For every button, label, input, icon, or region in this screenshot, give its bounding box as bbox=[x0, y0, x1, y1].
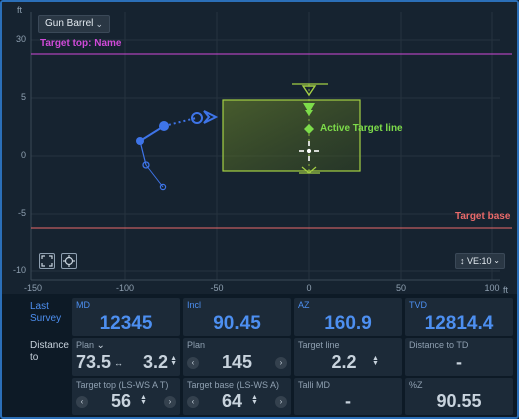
x-tick-label: -100 bbox=[115, 283, 134, 293]
chevron-down-icon: ⌄ bbox=[95, 19, 103, 29]
target-top-label: Target top: Name bbox=[40, 38, 122, 49]
fit-view-button[interactable] bbox=[39, 253, 55, 269]
plan-cell: Plan ‹ 145 › bbox=[183, 338, 291, 376]
incl-value: 90.45 bbox=[213, 313, 261, 334]
y-tick-label: -5 bbox=[17, 208, 26, 218]
talli-md-value: - bbox=[345, 391, 351, 411]
target-base-label: Target base bbox=[455, 211, 511, 222]
view-mode-select[interactable]: Gun Barrel ⌄ bbox=[38, 15, 110, 33]
last-survey-label-line1: Last bbox=[30, 301, 49, 312]
decrement-button[interactable]: ‹ bbox=[187, 396, 199, 408]
talli-md-cell: Talli MD - bbox=[294, 378, 402, 415]
target-top-field-label: Target top (LS-WS A T) bbox=[76, 380, 169, 390]
distance-to-td-cell: Distance to TD - bbox=[405, 338, 513, 376]
distance-label-line2: to bbox=[30, 352, 39, 363]
target-icon bbox=[63, 255, 75, 267]
plan-offset-value-b: 3.2 bbox=[142, 352, 168, 372]
target-line-cell: Target line 2.2 ▲ ▼ bbox=[294, 338, 402, 376]
center-view-button[interactable] bbox=[61, 253, 77, 269]
plan-label: Plan ⌄ bbox=[76, 340, 105, 351]
view-mode-value: Gun Barrel bbox=[45, 18, 94, 29]
updown-arrows-icon[interactable]: ▲ ▼ bbox=[372, 355, 379, 367]
y-tick-label: 5 bbox=[20, 92, 26, 102]
ve-value: VE:10 bbox=[467, 256, 492, 266]
target-base-field-label: Target base (LS-WS A) bbox=[187, 380, 280, 390]
plot-canvas bbox=[30, 12, 512, 281]
plan-offset-value-a: 73.5 bbox=[76, 352, 112, 372]
y-tick-label: 0 bbox=[20, 150, 26, 160]
gun-barrel-plot[interactable]: ft ft 30 5 0 -5 -10 -150 -100 -50 0 50 1… bbox=[2, 2, 517, 295]
target-base-marker bbox=[301, 166, 317, 174]
increment-button[interactable]: › bbox=[164, 396, 176, 408]
y-tick-label: 30 bbox=[15, 34, 26, 44]
updown-arrows-icon[interactable]: ▲ ▼ bbox=[170, 355, 177, 367]
increment-button[interactable]: › bbox=[275, 396, 287, 408]
md-cell: MD 12345 bbox=[72, 298, 180, 336]
distance-to-td-label: Distance to TD bbox=[409, 340, 469, 350]
last-survey-row-label: Last Survey bbox=[30, 301, 61, 325]
pct-z-value: 90.55 bbox=[436, 391, 482, 411]
active-target-marker bbox=[304, 124, 314, 134]
distance-to-td-value: - bbox=[456, 352, 462, 372]
target-base-value: 64 bbox=[221, 391, 243, 411]
plan2-label: Plan bbox=[187, 340, 206, 350]
incl-label: Incl bbox=[187, 300, 202, 310]
y-tick-label: -10 bbox=[12, 265, 26, 275]
decrement-button[interactable]: ‹ bbox=[76, 396, 88, 408]
distance-label-line1: Distance bbox=[30, 340, 69, 351]
chevron-down-icon: ⌄ bbox=[493, 256, 500, 265]
active-target-label: Active Target line bbox=[320, 123, 403, 134]
tvd-cell: TVD 12814.4 bbox=[405, 298, 513, 336]
fit-view-icon bbox=[41, 255, 53, 267]
tvd-value: 12814.4 bbox=[424, 313, 494, 334]
x-tick-label: 50 bbox=[395, 283, 406, 293]
increment-button[interactable]: › bbox=[275, 357, 287, 369]
y-unit-label: ft bbox=[17, 5, 23, 15]
last-survey-label-line2: Survey bbox=[30, 313, 62, 324]
decrement-button[interactable]: ‹ bbox=[187, 357, 199, 369]
pct-z-label: %Z bbox=[409, 380, 423, 390]
plan-offset-cell: Plan ⌄ 73.5 ↔ 3.2 ▲ ▼ bbox=[72, 338, 180, 376]
updown-arrows-icon[interactable]: ▲ ▼ bbox=[251, 394, 258, 406]
target-top-value: 56 bbox=[110, 391, 132, 411]
chevron-down-icon[interactable]: ⌄ bbox=[96, 340, 105, 351]
vertical-arrows-icon: ↕ bbox=[460, 256, 465, 266]
target-line-label: Target line bbox=[298, 340, 340, 350]
target-top-marker bbox=[301, 85, 317, 97]
target-marker-2 bbox=[305, 110, 313, 116]
updown-arrows-icon[interactable]: ▲ ▼ bbox=[140, 394, 147, 406]
wellbore-trajectory bbox=[136, 110, 219, 191]
target-base-cell: Target base (LS-WS A) ‹ 64 ▲ ▼ › bbox=[183, 378, 291, 415]
incl-cell: Incl 90.45 bbox=[183, 298, 291, 336]
x-tick-label: 100 bbox=[484, 283, 500, 293]
tvd-label: TVD bbox=[409, 300, 427, 310]
x-tick-label: 0 bbox=[306, 283, 312, 293]
pct-z-cell: %Z 90.55 bbox=[405, 378, 513, 415]
vertical-exaggeration-select[interactable]: ↕ VE:10 ⌄ bbox=[455, 253, 505, 269]
x-tick-label: -50 bbox=[210, 283, 224, 293]
plan2-value: 145 bbox=[221, 352, 253, 372]
crosshair-icon bbox=[299, 141, 319, 161]
target-marker bbox=[303, 103, 315, 113]
survey-data-panel: Last Survey Distance to MD 12345 Incl 90… bbox=[2, 296, 517, 417]
x-tick-label: -150 bbox=[23, 283, 42, 293]
horizontal-arrows-icon: ↔ bbox=[114, 358, 123, 368]
target-window-box bbox=[222, 99, 361, 172]
x-unit-label: ft bbox=[503, 285, 509, 295]
md-label: MD bbox=[76, 300, 90, 310]
talli-md-label: Talli MD bbox=[298, 380, 331, 390]
target-line-value: 2.2 bbox=[331, 352, 357, 372]
target-top-cell: Target top (LS-WS A T) ‹ 56 ▲ ▼ › bbox=[72, 378, 180, 415]
md-value: 12345 bbox=[99, 313, 153, 334]
az-cell: AZ 160.9 bbox=[294, 298, 402, 336]
az-value: 160.9 bbox=[324, 313, 372, 334]
distance-to-row-label: Distance to bbox=[30, 340, 69, 364]
az-label: AZ bbox=[298, 300, 310, 310]
